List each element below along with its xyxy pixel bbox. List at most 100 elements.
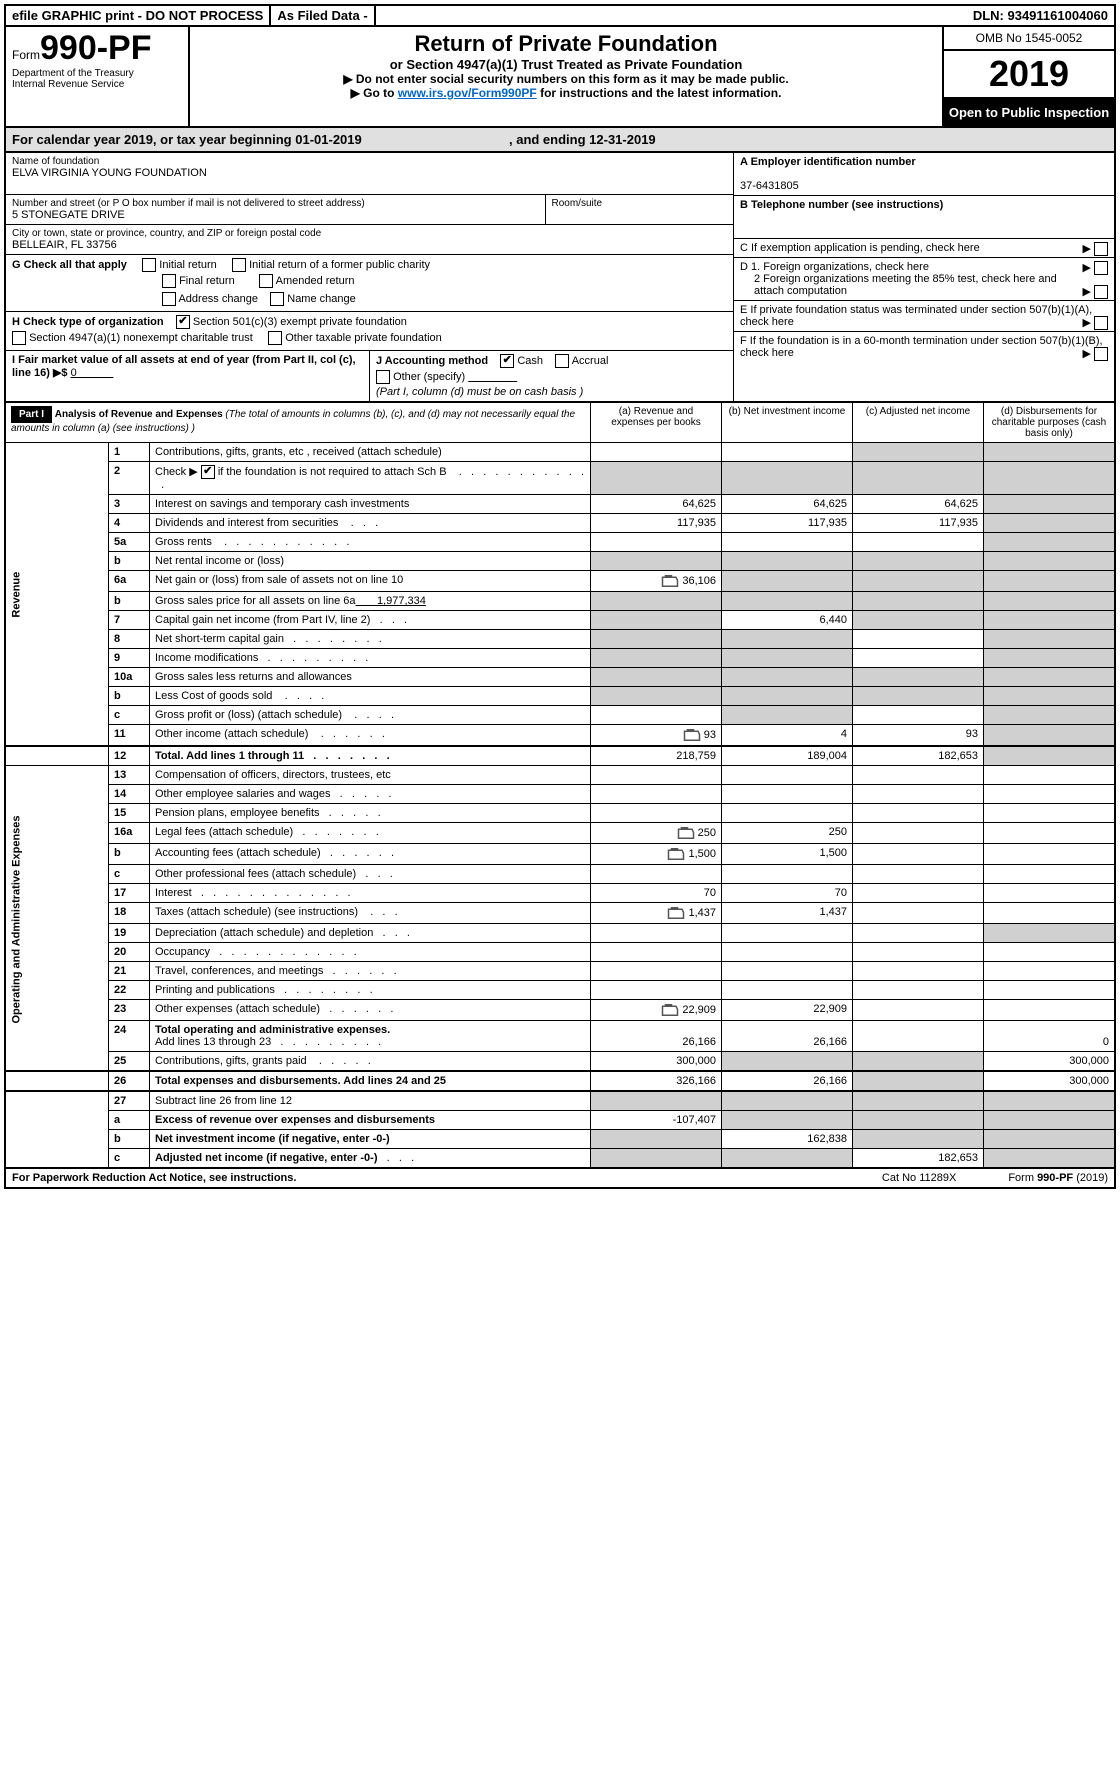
line-25-a: 300,000 (591, 1052, 722, 1072)
calyear-mid: , and ending (509, 132, 589, 147)
checkbox-initial-return[interactable] (142, 258, 156, 272)
checkbox-final-return[interactable] (162, 274, 176, 288)
checkbox-4947[interactable] (12, 331, 26, 345)
checkbox-name-change[interactable] (270, 292, 284, 306)
line-23-d (984, 1000, 1116, 1021)
line-10a-a (591, 668, 722, 687)
line-27c-d (984, 1149, 1116, 1169)
phone-cell: B Telephone number (see instructions) (734, 196, 1114, 239)
foundation-name-cell: Name of foundation ELVA VIRGINIA YOUNG F… (6, 153, 733, 195)
form-subtitle: or Section 4947(a)(1) Trust Treated as P… (194, 57, 938, 72)
attachment-icon[interactable] (661, 1003, 679, 1017)
checkbox-other-method[interactable] (376, 370, 390, 384)
calyear-end: 12-31-2019 (589, 132, 656, 147)
line-3-a: 64,625 (591, 495, 722, 514)
addr-label: Number and street (or P O box number if … (12, 198, 539, 209)
line-27-desc: Subtract line 26 from line 12 (150, 1091, 591, 1111)
i-value: 0 (71, 367, 77, 379)
line-16a-desc: Legal fees (attach schedule) . . . . . .… (150, 823, 591, 844)
footer-right: Form 990-PF (2019) (1002, 1169, 1114, 1187)
calyear-pre: For calendar year 2019, or tax year begi… (12, 132, 295, 147)
foundation-address: 5 STONEGATE DRIVE (12, 209, 539, 221)
checkbox-amended-return[interactable] (259, 274, 273, 288)
col-b-header: (b) Net investment income (722, 402, 853, 443)
line-16c-b (722, 865, 853, 884)
line-10c-c (853, 706, 984, 725)
line-18-d (984, 903, 1116, 924)
form-number: Form990-PF (12, 29, 182, 68)
line-23-num: 23 (109, 1000, 150, 1021)
city-label: City or town, state or province, country… (12, 228, 727, 239)
form-instr-1: ▶ Do not enter social security numbers o… (194, 72, 938, 86)
i-label: I Fair market value of all assets at end… (12, 354, 356, 379)
line-20-a (591, 943, 722, 962)
line-15-num: 15 (109, 804, 150, 823)
opt-other-method: Other (specify) (393, 371, 465, 383)
line-27a-b (722, 1111, 853, 1130)
line-9-a (591, 649, 722, 668)
checkbox-60-month[interactable] (1094, 347, 1108, 361)
irs-link[interactable]: www.irs.gov/Form990PF (398, 86, 537, 100)
line-27c-num: c (109, 1149, 150, 1169)
line-26-desc: Total expenses and disbursements. Add li… (150, 1071, 591, 1091)
checkbox-exemption-pending[interactable] (1094, 242, 1108, 256)
line-17-desc: Interest . . . . . . . . . . . . . (150, 884, 591, 903)
line-10a-b (722, 668, 853, 687)
foundation-city: BELLEAIR, FL 33756 (12, 239, 727, 251)
line-10b-num: b (109, 687, 150, 706)
line-25-c (853, 1052, 984, 1072)
attachment-icon[interactable] (667, 847, 685, 861)
line-10a-d (984, 668, 1116, 687)
form-number-big: 990-PF (40, 29, 152, 67)
line-11-d (984, 725, 1116, 747)
attachment-icon[interactable] (683, 728, 701, 742)
line-26-d: 300,000 (984, 1071, 1116, 1091)
line-7-a (591, 611, 722, 630)
line-2-c (853, 462, 984, 495)
checkbox-accrual[interactable] (555, 354, 569, 368)
checkbox-other-taxable[interactable] (268, 331, 282, 345)
attachment-icon[interactable] (667, 906, 685, 920)
line-12-b: 189,004 (722, 746, 853, 766)
header-center: Return of Private Foundation or Section … (190, 27, 944, 126)
line-9-d (984, 649, 1116, 668)
line-27b-a (591, 1130, 722, 1149)
ein-label: A Employer identification number (740, 156, 916, 168)
line-17-num: 17 (109, 884, 150, 903)
checkbox-sch-b[interactable]: ✔ (201, 465, 215, 479)
checkbox-cash[interactable]: ✔ (500, 354, 514, 368)
checkbox-501c3[interactable]: ✔ (176, 315, 190, 329)
attachment-icon[interactable] (661, 574, 679, 588)
part1-table: Part I Analysis of Revenue and Expenses … (4, 401, 1116, 1169)
checkbox-status-terminated[interactable] (1094, 316, 1108, 330)
line-22-b (722, 981, 853, 1000)
line-27a-c (853, 1111, 984, 1130)
checkbox-foreign-85[interactable] (1094, 285, 1108, 299)
line-9-desc: Income modifications . . . . . . . . . (150, 649, 591, 668)
line-12-a: 218,759 (591, 746, 722, 766)
checkbox-initial-former[interactable] (232, 258, 246, 272)
checkbox-address-change[interactable] (162, 292, 176, 306)
calyear-begin: 01-01-2019 (295, 132, 362, 147)
open-to-public: Open to Public Inspection (944, 99, 1114, 126)
line-16c-desc: Other professional fees (attach schedule… (150, 865, 591, 884)
room-label: Room/suite (552, 198, 728, 209)
line-2-d (984, 462, 1116, 495)
line-12-d (984, 746, 1116, 766)
line-26-c (853, 1071, 984, 1091)
instr2-pre: ▶ Go to (351, 86, 398, 100)
line-10a-c (853, 668, 984, 687)
attachment-icon[interactable] (677, 826, 695, 840)
line-27-a-blank (591, 1091, 722, 1111)
revenue-group-label: Revenue (5, 443, 109, 747)
line-27a-a: -107,407 (591, 1111, 722, 1130)
checkbox-foreign-org[interactable] (1094, 261, 1108, 275)
line-13-desc: Compensation of officers, directors, tru… (150, 766, 591, 785)
line-6a-c (853, 571, 984, 592)
line-27a-d (984, 1111, 1116, 1130)
line-20-num: 20 (109, 943, 150, 962)
dln-label: DLN: (973, 8, 1004, 23)
line-5a-d (984, 533, 1116, 552)
line-20-c (853, 943, 984, 962)
part1-label: Part I (11, 406, 52, 423)
